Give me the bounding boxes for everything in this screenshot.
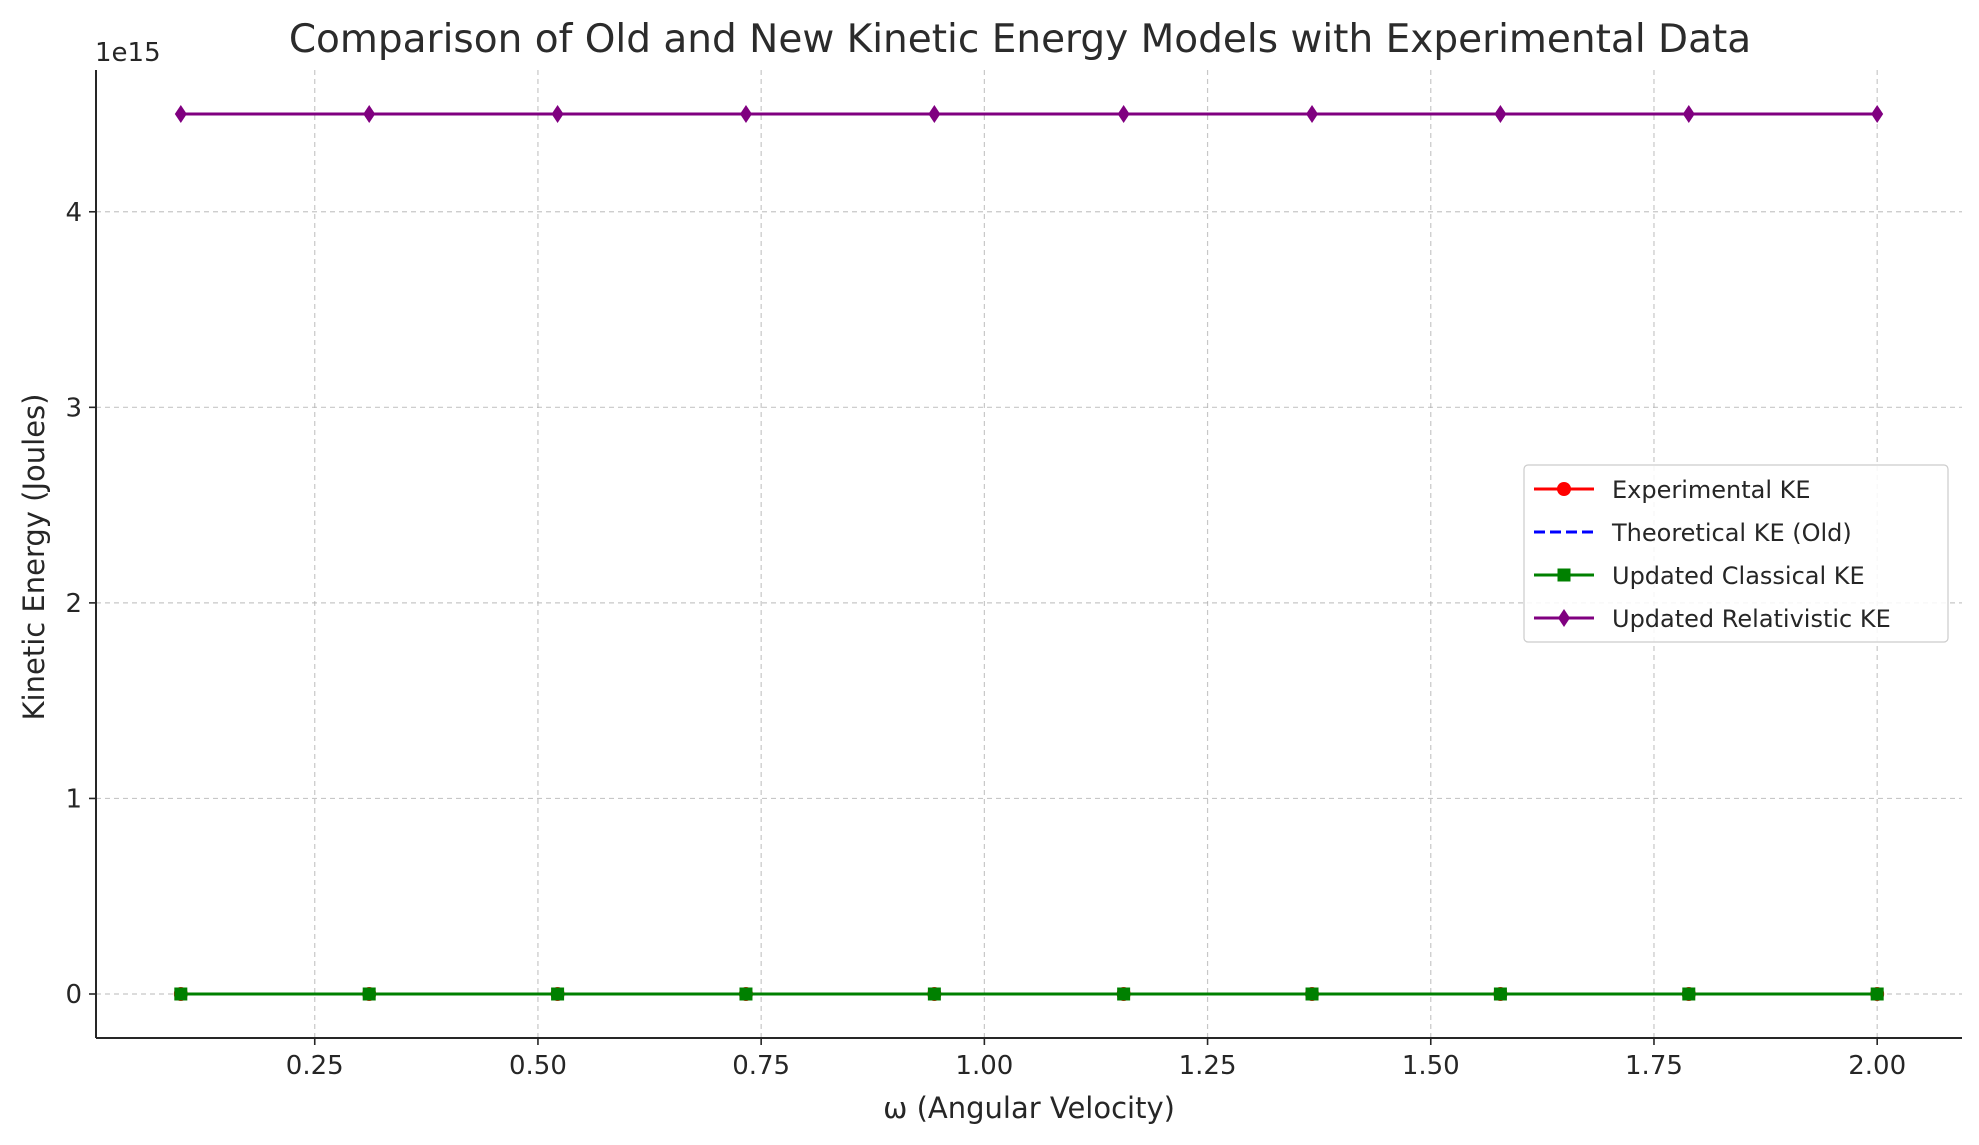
data-point [739, 105, 752, 123]
x-tick-label: 2.00 [1848, 1051, 1906, 1081]
y-axis-offset-label: 1e15 [95, 38, 161, 68]
data-point [928, 105, 941, 123]
legend-marker [1558, 609, 1570, 627]
data-point [362, 987, 376, 1001]
data-point [739, 987, 753, 1001]
data-point [551, 987, 565, 1001]
legend: Experimental KE Theoretical KE (Old) Updat… [1523, 464, 1949, 643]
x-axis-label: ω (Angular Velocity) [883, 1091, 1175, 1125]
data-point [1870, 987, 1884, 1001]
data-point [1682, 105, 1695, 123]
axes [89, 70, 1962, 1045]
x-tick-label: 1.50 [1402, 1051, 1460, 1081]
legend-box [1523, 464, 1949, 643]
legend-item: Experimental KE [1534, 476, 1811, 504]
x-tick-label: 0.25 [286, 1051, 344, 1081]
tick-labels: 0.25 0.50 0.75 1.00 1.25 1.50 1.75 2.00 0 1 2 3 4 [65, 198, 1906, 1081]
chart-title: Comparison of Old and New Kinetic Energy… [289, 17, 1751, 62]
data-point [1306, 105, 1319, 123]
series-updated-classical-ke [174, 987, 1884, 1001]
legend-marker [1557, 568, 1571, 582]
data-point [927, 987, 941, 1001]
data-point [174, 987, 188, 1001]
legend-item: Theoretical KE (Old) [1534, 519, 1852, 547]
y-tick-label: 2 [65, 589, 82, 619]
legend-item: Updated Classical KE [1534, 562, 1865, 590]
data-point [1682, 987, 1696, 1001]
legend-label: Experimental KE [1612, 476, 1811, 504]
data-point [363, 105, 376, 123]
x-tick-label: 1.75 [1625, 1051, 1683, 1081]
data-point [174, 105, 187, 123]
y-tick-label: 3 [65, 393, 82, 423]
series-updated-relativistic-ke [174, 105, 1884, 123]
x-tick-label: 1.00 [955, 1051, 1013, 1081]
legend-label: Theoretical KE (Old) [1611, 519, 1852, 547]
x-tick-label: 1.25 [1179, 1051, 1237, 1081]
legend-item: Updated Relativistic KE [1534, 605, 1891, 633]
y-tick-label: 1 [65, 784, 82, 814]
data-point [1117, 105, 1130, 123]
y-axis-label: Kinetic Energy (Joules) [17, 394, 51, 721]
data-point [1117, 987, 1131, 1001]
y-tick-label: 0 [65, 980, 82, 1010]
legend-marker [1557, 482, 1571, 496]
data-point [551, 105, 564, 123]
y-tick-label: 4 [65, 198, 82, 228]
data-point [1871, 105, 1884, 123]
legend-label: Updated Relativistic KE [1612, 605, 1891, 633]
data-point [1305, 987, 1319, 1001]
data-point [1493, 987, 1507, 1001]
legend-label: Updated Classical KE [1612, 562, 1865, 590]
x-tick-label: 0.75 [732, 1051, 790, 1081]
x-tick-label: 0.50 [509, 1051, 567, 1081]
series-lines [173, 105, 1885, 1001]
data-point [1494, 105, 1507, 123]
